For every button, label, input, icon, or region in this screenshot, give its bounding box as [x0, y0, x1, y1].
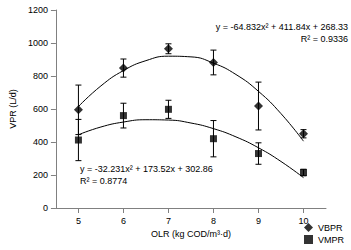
svg-text:VBPR: VBPR	[318, 223, 343, 233]
svg-text:200: 200	[33, 170, 48, 180]
svg-text:y = -32.231x² + 173.52x + 302.: y = -32.231x² + 173.52x + 302.86	[80, 164, 213, 174]
svg-text:VMPR: VMPR	[318, 235, 345, 245]
svg-text:400: 400	[33, 137, 48, 147]
svg-text:600: 600	[33, 104, 48, 114]
svg-text:10: 10	[298, 216, 308, 226]
svg-text:OLR (kg COD/m³·d): OLR (kg COD/m³·d)	[151, 229, 231, 239]
svg-text:y = -64.832x² + 411.84x + 268.: y = -64.832x² + 411.84x + 268.33	[216, 22, 348, 32]
svg-text:R² = 0.8774: R² = 0.8774	[80, 176, 127, 186]
svg-text:7: 7	[166, 216, 171, 226]
svg-text:1200: 1200	[28, 5, 48, 15]
svg-text:5: 5	[76, 216, 81, 226]
svg-text:9: 9	[256, 216, 261, 226]
svg-text:0: 0	[43, 203, 48, 213]
svg-text:800: 800	[33, 71, 48, 81]
svg-text:VPR (L/d): VPR (L/d)	[8, 89, 18, 129]
svg-text:6: 6	[121, 216, 126, 226]
svg-text:1000: 1000	[28, 38, 48, 48]
svg-text:R² = 0.9336: R² = 0.9336	[301, 34, 348, 44]
svg-text:8: 8	[211, 216, 216, 226]
